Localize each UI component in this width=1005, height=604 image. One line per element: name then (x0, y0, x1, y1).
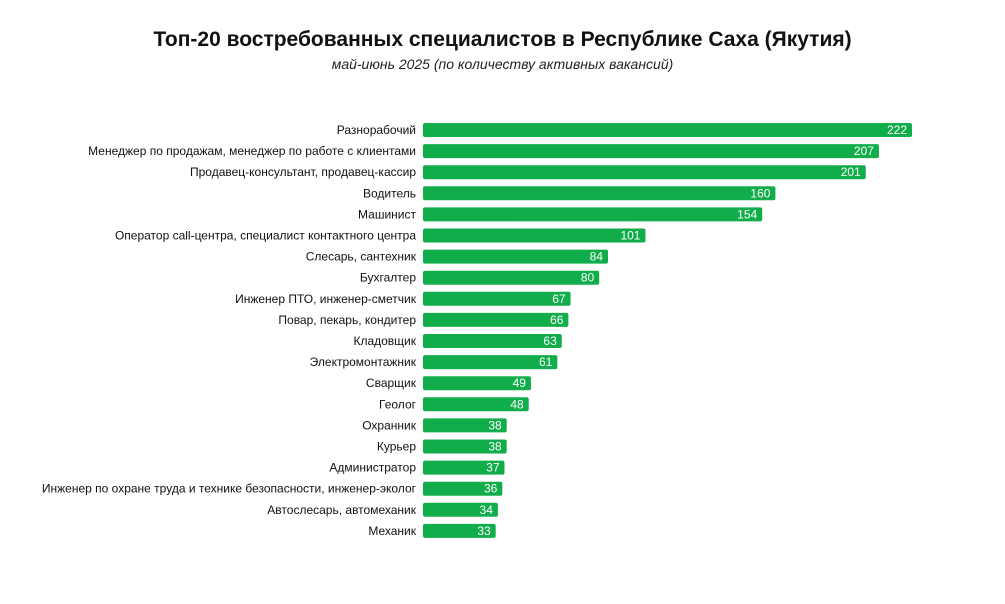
value-label: 201 (841, 165, 861, 179)
bar (423, 481, 503, 496)
bar (423, 249, 609, 264)
category-label: Менеджер по продажам, менеджер по работе… (88, 144, 416, 158)
bar (423, 291, 571, 306)
category-label: Кладовщик (353, 334, 416, 348)
category-label: Инженер ПТО, инженер-сметчик (235, 292, 417, 306)
category-label: Администратор (329, 461, 416, 475)
bar (423, 270, 600, 285)
bar (423, 228, 646, 243)
value-label: 38 (488, 440, 502, 454)
bar (423, 312, 569, 327)
bar (423, 165, 866, 180)
bar (423, 460, 505, 475)
value-label: 84 (590, 250, 604, 264)
category-label: Инженер по охране труда и технике безопа… (42, 482, 417, 496)
category-label: Электромонтажник (310, 355, 417, 369)
value-label: 63 (543, 334, 557, 348)
value-label: 33 (477, 524, 491, 538)
bar (423, 144, 879, 159)
value-label: 101 (620, 229, 640, 243)
category-label: Повар, пекарь, кондитер (278, 313, 416, 327)
bar (423, 439, 507, 454)
chart-subtitle: май-июнь 2025 (по количеству активных ва… (331, 56, 674, 72)
bar (423, 207, 763, 222)
value-label: 61 (539, 355, 553, 369)
value-label: 80 (581, 271, 595, 285)
value-label: 48 (510, 397, 524, 411)
category-label: Бухгалтер (360, 271, 416, 285)
category-label: Геолог (379, 397, 417, 411)
value-label: 160 (750, 186, 770, 200)
category-label: Курьер (377, 440, 416, 454)
category-label: Разнорабочий (337, 123, 416, 137)
value-label: 36 (484, 482, 498, 496)
bar (423, 418, 507, 433)
category-label: Оператор call-центра, специалист контакт… (115, 229, 416, 243)
value-label: 67 (552, 292, 566, 306)
category-label: Водитель (363, 186, 416, 200)
value-label: 49 (513, 376, 527, 390)
bar (423, 355, 558, 370)
bar (423, 334, 562, 348)
value-label: 154 (737, 207, 757, 221)
value-label: 34 (480, 503, 494, 517)
bar (423, 523, 496, 538)
category-label: Автослесарь, автомеханик (267, 503, 416, 517)
bar (423, 502, 498, 517)
bar (423, 123, 912, 137)
value-label: 222 (887, 123, 907, 137)
chart-title: Топ-20 востребованных специалистов в Рес… (153, 28, 852, 51)
category-label: Машинист (358, 207, 416, 221)
value-label: 37 (486, 461, 500, 475)
category-label: Слесарь, сантехник (306, 250, 417, 264)
category-label: Продавец-консультант, продавец-кассир (190, 165, 416, 179)
value-label: 38 (488, 418, 502, 432)
bar (423, 376, 531, 391)
bar (423, 397, 529, 412)
value-label: 207 (854, 144, 874, 158)
value-label: 66 (550, 313, 564, 327)
bar (423, 186, 776, 201)
category-label: Механик (368, 524, 416, 538)
category-label: Охранник (362, 418, 417, 432)
category-label: Сварщик (366, 376, 417, 390)
